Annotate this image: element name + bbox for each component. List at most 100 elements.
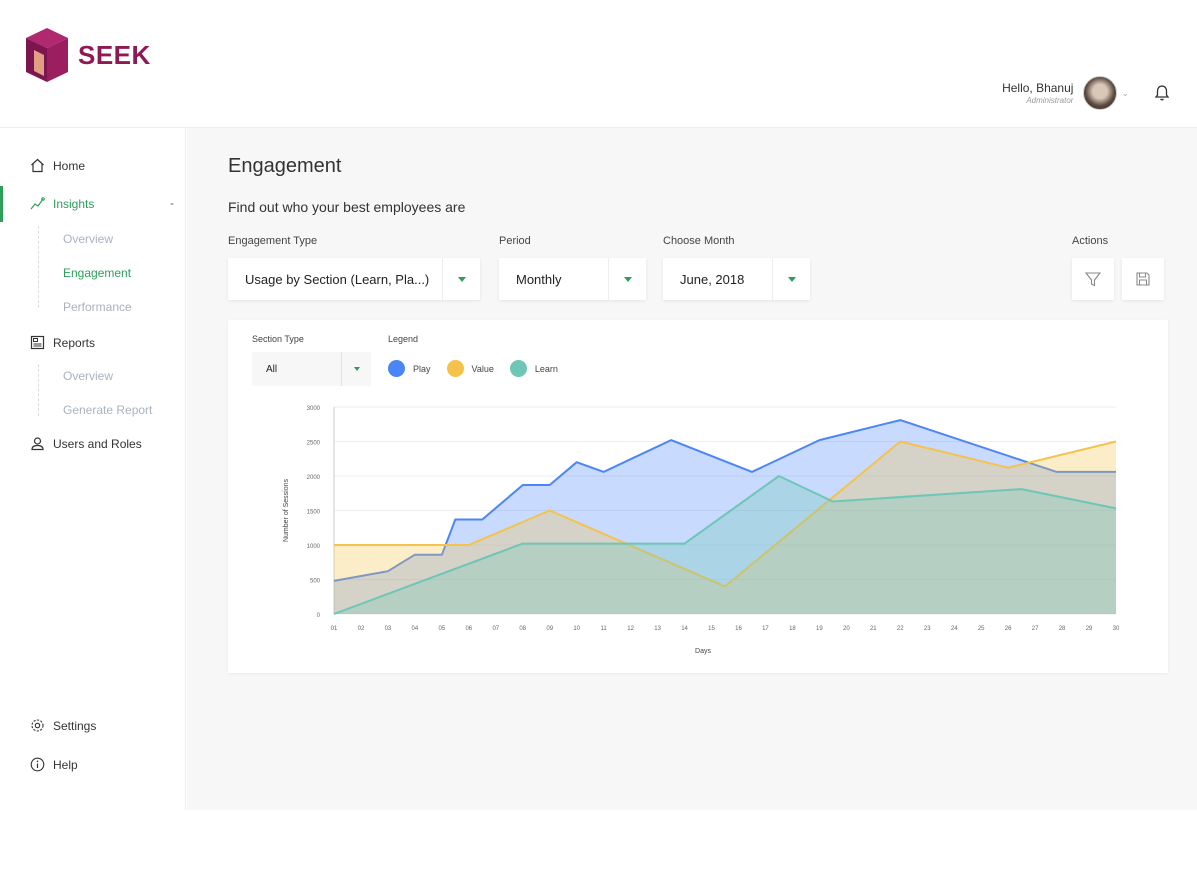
legend-item-value[interactable]: Value <box>446 360 494 377</box>
caret-down-icon <box>623 276 632 282</box>
x-tick-label: 10 <box>573 626 580 632</box>
info-icon <box>30 757 45 772</box>
legend-label-text: Value <box>471 363 494 374</box>
sidebar-item-users-roles[interactable]: Users and Roles <box>30 436 142 451</box>
sidebar-item-label: Home <box>53 158 86 173</box>
legend-label-text: Learn <box>534 363 558 374</box>
bell-icon[interactable] <box>1153 84 1171 102</box>
x-axis-title: Days <box>695 648 711 655</box>
cube-logo-icon <box>26 28 68 82</box>
x-tick-label: 11 <box>601 626 608 632</box>
y-tick-label: 500 <box>310 579 321 585</box>
x-tick-label: 20 <box>843 626 850 632</box>
brand-name: SEEK <box>78 39 151 70</box>
user-menu[interactable]: Hello, Bhanuj Administrator ⌄ <box>1002 76 1171 110</box>
sidebar-item-reports[interactable]: Reports <box>30 335 95 350</box>
x-tick-label: 12 <box>627 626 634 632</box>
sidebar-item-generate-report[interactable]: Generate Report <box>63 403 153 417</box>
avatar[interactable] <box>1083 76 1118 110</box>
sidebar-item-engagement[interactable]: Engagement <box>63 266 132 280</box>
x-tick-label: 17 <box>762 626 769 632</box>
legend-item-learn[interactable]: Learn <box>509 360 558 377</box>
x-tick-label: 24 <box>951 626 958 632</box>
user-role: Administrator <box>1026 96 1074 105</box>
series-area-learn <box>334 476 1116 614</box>
series-area-play <box>334 420 1116 614</box>
month-select[interactable]: June, 2018 <box>663 258 810 300</box>
sidebar-item-reports-overview[interactable]: Overview <box>63 369 114 383</box>
y-tick-label: 2000 <box>307 475 321 481</box>
select-value: All <box>266 363 278 375</box>
x-tick-label: 29 <box>1086 626 1093 632</box>
legend-label: Legend <box>388 334 419 344</box>
legend-item-play[interactable]: Play <box>388 360 431 377</box>
y-tick-label: 0 <box>317 613 321 619</box>
x-tick-label: 05 <box>439 626 446 632</box>
sidebar-item-performance[interactable]: Performance <box>63 300 132 314</box>
series-area-value <box>334 441 1116 614</box>
engagement-type-select[interactable]: Usage by Section (Learn, Pla...) <box>228 258 480 300</box>
sidebar-item-label: Reports <box>53 335 96 350</box>
user-icon <box>31 437 44 451</box>
x-tick-label: 03 <box>385 626 392 632</box>
collapse-toggle[interactable]: - <box>170 196 174 210</box>
save-button[interactable] <box>1122 258 1164 300</box>
x-tick-label: 16 <box>735 626 742 632</box>
seek-logo[interactable]: SEEK <box>24 26 151 84</box>
caret-down-icon <box>353 367 360 371</box>
dropdown-arrow[interactable] <box>772 258 810 300</box>
dropdown-arrow[interactable] <box>608 258 646 300</box>
x-tick-label: 25 <box>978 626 985 632</box>
series-line-learn <box>333 475 1117 615</box>
x-tick-label: 15 <box>708 626 715 632</box>
y-axis-title: Number of Sessions <box>283 478 290 542</box>
period-label: Period <box>499 235 531 247</box>
sidebar-item-home[interactable]: Home <box>30 158 85 173</box>
sidebar-item-insights-overview[interactable]: Overview <box>63 232 114 246</box>
engagement-type-label: Engagement Type <box>228 235 318 247</box>
page-subtitle: Find out who your best employees are <box>228 199 466 215</box>
caret-down-icon <box>787 276 796 282</box>
dropdown-arrow[interactable] <box>341 352 371 386</box>
sidebar: Home Insights - Overview Engagement Perf… <box>0 128 186 810</box>
x-tick-label: 23 <box>924 626 931 632</box>
sidebar-item-label: Users and Roles <box>53 436 142 451</box>
legend-swatch <box>446 360 464 377</box>
x-tick-label: 18 <box>789 626 796 632</box>
x-tick-label: 14 <box>681 626 688 632</box>
series-line-value <box>334 440 1117 588</box>
sidebar-item-label: Help <box>53 757 78 772</box>
x-tick-label: 07 <box>492 626 499 632</box>
filter-button[interactable] <box>1072 258 1114 300</box>
select-value: June, 2018 <box>680 271 745 287</box>
select-value: Monthly <box>516 271 562 287</box>
caret-down-icon <box>457 276 466 282</box>
user-greeting: Hello, Bhanuj <box>1002 81 1074 95</box>
actions-label: Actions <box>1072 235 1109 247</box>
y-tick-label: 1500 <box>307 510 321 516</box>
section-type-select[interactable]: All <box>252 352 371 386</box>
trend-line-icon <box>30 197 45 210</box>
sidebar-item-help[interactable]: Help <box>30 757 78 772</box>
y-tick-label: 3000 <box>307 406 321 412</box>
chevron-down-icon[interactable]: ⌄ <box>1121 87 1129 98</box>
x-tick-label: 06 <box>465 626 472 632</box>
sidebar-item-insights[interactable]: Insights <box>30 196 94 211</box>
dropdown-arrow[interactable] <box>442 258 480 300</box>
sidebar-item-settings[interactable]: Settings <box>30 718 96 733</box>
period-select[interactable]: Monthly <box>499 258 646 300</box>
submenu-guide <box>38 226 39 308</box>
x-tick-label: 22 <box>897 626 904 632</box>
chart-card: 3000 2500 2000 1500 1000 500 0 01 02 03 04 05 06 07 08… <box>228 320 1168 673</box>
user-info: Hello, Bhanuj Administrator <box>1002 81 1073 105</box>
x-tick-label: 01 <box>331 626 338 632</box>
gear-icon <box>31 719 44 732</box>
home-icon <box>31 158 44 173</box>
legend-label-text: Play <box>413 363 431 374</box>
x-tick-label: 26 <box>1005 626 1012 632</box>
x-tick-label: 19 <box>816 626 823 632</box>
page-title: Engagement <box>228 155 342 177</box>
engagement-chart: 3000 2500 2000 1500 1000 500 0 01 02 03 04 05 06 07 08… <box>283 406 1120 655</box>
y-tick-label: 2500 <box>307 441 321 447</box>
